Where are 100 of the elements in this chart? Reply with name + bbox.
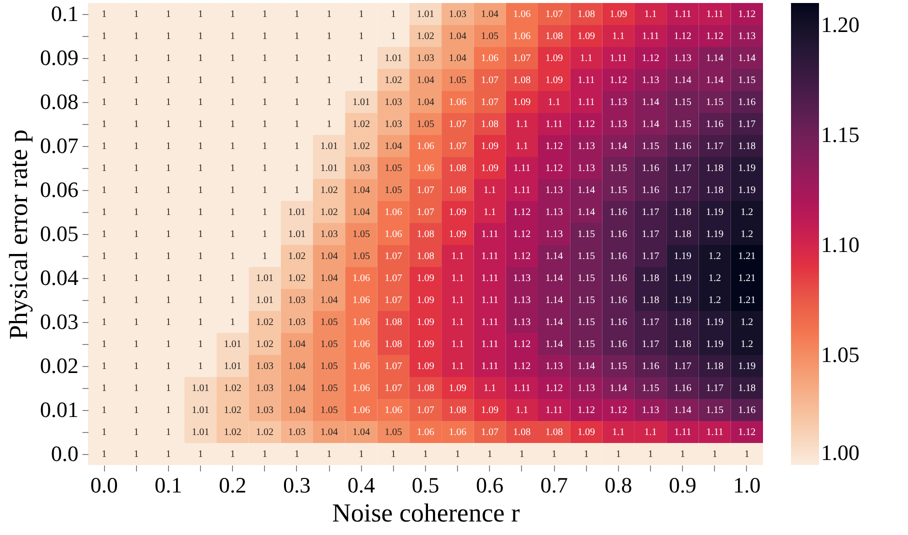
- data-label: 1.05: [384, 163, 402, 174]
- data-label: 1.08: [513, 427, 531, 438]
- data-label: 1.01: [192, 427, 210, 438]
- data-label: 1.06: [352, 383, 370, 394]
- data-label: 1.09: [448, 383, 466, 394]
- data-label: 1.13: [610, 119, 628, 130]
- y-tick-label: 0.02: [40, 353, 78, 378]
- data-label: 1.18: [738, 141, 756, 152]
- data-label: 1.17: [674, 361, 692, 372]
- data-label: 1: [455, 449, 460, 460]
- data-label: 1.11: [546, 119, 563, 130]
- data-label: 1: [134, 207, 139, 218]
- data-label: 1.04: [448, 31, 466, 42]
- data-label: 1: [294, 75, 300, 86]
- data-label: 1.2: [740, 339, 754, 350]
- data-label: 1.06: [481, 53, 499, 64]
- data-label: 1.06: [352, 339, 370, 350]
- data-label: 1.04: [416, 75, 434, 86]
- data-label: 1.06: [352, 273, 370, 284]
- data-label: 1.04: [416, 97, 434, 108]
- data-label: 1.09: [577, 31, 595, 42]
- data-label: 1.09: [610, 9, 628, 20]
- data-label: 1.12: [610, 405, 628, 416]
- data-label: 1.17: [738, 119, 756, 130]
- data-label: 1.16: [642, 185, 660, 196]
- data-label: 1: [294, 185, 300, 196]
- data-label: 1.17: [642, 229, 660, 240]
- data-label: 1.12: [513, 251, 531, 262]
- data-label: 1: [102, 317, 107, 328]
- data-label: 1.04: [352, 185, 370, 196]
- data-label: 1.01: [256, 295, 274, 306]
- data-label: 1.1: [516, 405, 528, 416]
- data-label: 1.02: [224, 383, 242, 394]
- data-label: 1.16: [642, 361, 660, 372]
- data-label: 1.05: [481, 31, 499, 42]
- data-label: 1.13: [674, 53, 692, 64]
- data-label: 1.1: [451, 317, 464, 328]
- data-label: 1.05: [384, 427, 402, 438]
- data-label: 1.16: [706, 119, 724, 130]
- data-label: 1.16: [610, 207, 628, 218]
- data-label: 1.1: [580, 53, 592, 64]
- data-label: 1: [487, 449, 492, 460]
- data-label: 1.15: [706, 405, 724, 416]
- data-label: 1.01: [288, 229, 306, 240]
- data-label: 1: [552, 449, 557, 460]
- data-label: 1.19: [738, 361, 756, 372]
- data-label: 1.12: [513, 229, 531, 240]
- data-label: 1.03: [256, 405, 274, 416]
- data-label: 1.12: [513, 207, 531, 218]
- data-label: 1.07: [481, 97, 499, 108]
- data-label: 1.07: [513, 53, 531, 64]
- y-tick-label: 0.01: [40, 397, 78, 422]
- data-label: 1: [262, 75, 268, 86]
- data-label: 1.03: [384, 97, 402, 108]
- data-label: 1: [648, 449, 653, 460]
- data-label: 1: [712, 449, 718, 460]
- data-label: 1.04: [481, 9, 499, 20]
- color-bar-label: 1.20: [821, 12, 860, 37]
- data-label: 1.17: [642, 251, 660, 262]
- data-label: 1: [294, 97, 300, 108]
- data-label: 1.13: [545, 207, 563, 218]
- data-label: 1: [166, 383, 171, 394]
- data-label: 1.14: [738, 53, 756, 64]
- data-label: 1.11: [706, 9, 724, 20]
- x-tick-label: 0.3: [283, 472, 311, 498]
- data-label: 1: [230, 97, 236, 108]
- data-label: 1.05: [416, 119, 434, 130]
- data-label: 1: [166, 405, 171, 416]
- data-label: 1.06: [416, 163, 434, 174]
- data-label: 1.13: [610, 97, 628, 108]
- data-label: 1: [102, 295, 107, 306]
- y-tick-label: 0.06: [40, 177, 78, 202]
- data-label: 1: [102, 339, 107, 350]
- data-label: 1.13: [577, 383, 595, 394]
- data-label: 1.13: [577, 163, 595, 174]
- data-label: 1.12: [545, 141, 563, 152]
- x-tick-label: 0.1: [154, 472, 182, 498]
- data-label: 1: [294, 141, 300, 152]
- data-label: 1.01: [224, 361, 242, 372]
- data-label: 1.13: [738, 31, 756, 42]
- data-label: 1: [230, 119, 236, 130]
- data-label: 1: [262, 9, 268, 20]
- data-label: 1.02: [256, 317, 274, 328]
- data-label: 1: [134, 31, 139, 42]
- data-label: 1.16: [642, 163, 660, 174]
- data-label: 1.1: [451, 361, 464, 372]
- data-label: 1.09: [416, 273, 434, 284]
- data-label: 1: [390, 31, 396, 42]
- data-label: 1.16: [610, 229, 628, 240]
- data-label: 1.16: [738, 405, 756, 416]
- y-tick-label: 0.08: [40, 89, 78, 114]
- data-label: 1.02: [416, 31, 434, 42]
- data-label: 1: [358, 31, 364, 42]
- data-label: 1.01: [352, 97, 370, 108]
- data-label: 1.12: [738, 427, 756, 438]
- data-label: 1: [230, 75, 236, 86]
- data-label: 1.02: [288, 273, 306, 284]
- data-label: 1.2: [740, 317, 754, 328]
- data-label: 1.17: [674, 163, 692, 174]
- data-label: 1.03: [384, 119, 402, 130]
